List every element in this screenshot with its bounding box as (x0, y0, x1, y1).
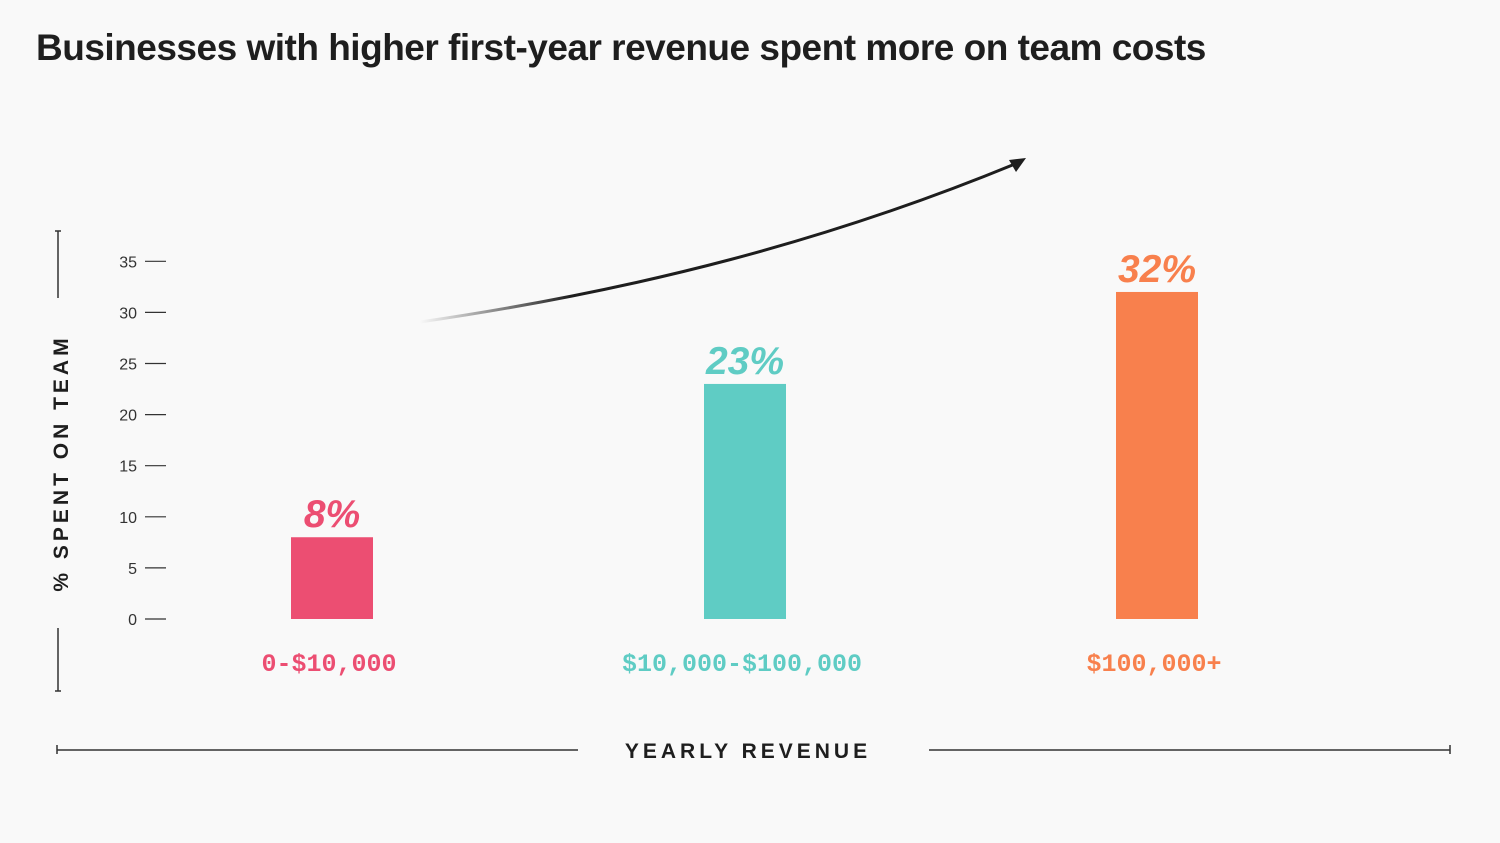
y-tick-label: 15 (119, 459, 137, 476)
bar-1 (291, 537, 373, 619)
bar-3 (1116, 291, 1198, 619)
y-axis-ticks: 0 5 10 15 20 25 30 35 (119, 254, 166, 629)
x-axis-rule (56, 745, 1451, 754)
y-tick-label: 10 (119, 510, 137, 527)
x-category-label: $100,000+ (1086, 650, 1221, 679)
x-axis-title: YEARLY REVENUE (625, 740, 871, 763)
y-tick-label: 5 (128, 561, 137, 578)
y-axis-title: % SPENT ON TEAM (50, 334, 73, 591)
bar-2 (704, 383, 786, 619)
bars-group: 8% 0-$10,000 23% $10,000-$100,000 32% $100,00… (261, 248, 1221, 679)
y-tick-label: 20 (119, 408, 137, 425)
x-category-label: $10,000-$100,000 (622, 650, 862, 679)
bar-value-label: 8% (304, 493, 360, 536)
trend-arrow (419, 158, 1026, 324)
x-category-label: 0-$10,000 (261, 650, 396, 679)
y-tick-label: 25 (119, 357, 137, 374)
y-tick-label: 0 (128, 612, 137, 629)
bar-value-label: 23% (705, 340, 784, 383)
y-axis-rule (55, 230, 61, 692)
bar-value-label: 32% (1118, 248, 1196, 291)
y-tick-label: 30 (119, 305, 137, 322)
y-tick-label: 35 (119, 254, 137, 271)
chart-title: Businesses with higher first-year revenu… (36, 27, 1206, 68)
